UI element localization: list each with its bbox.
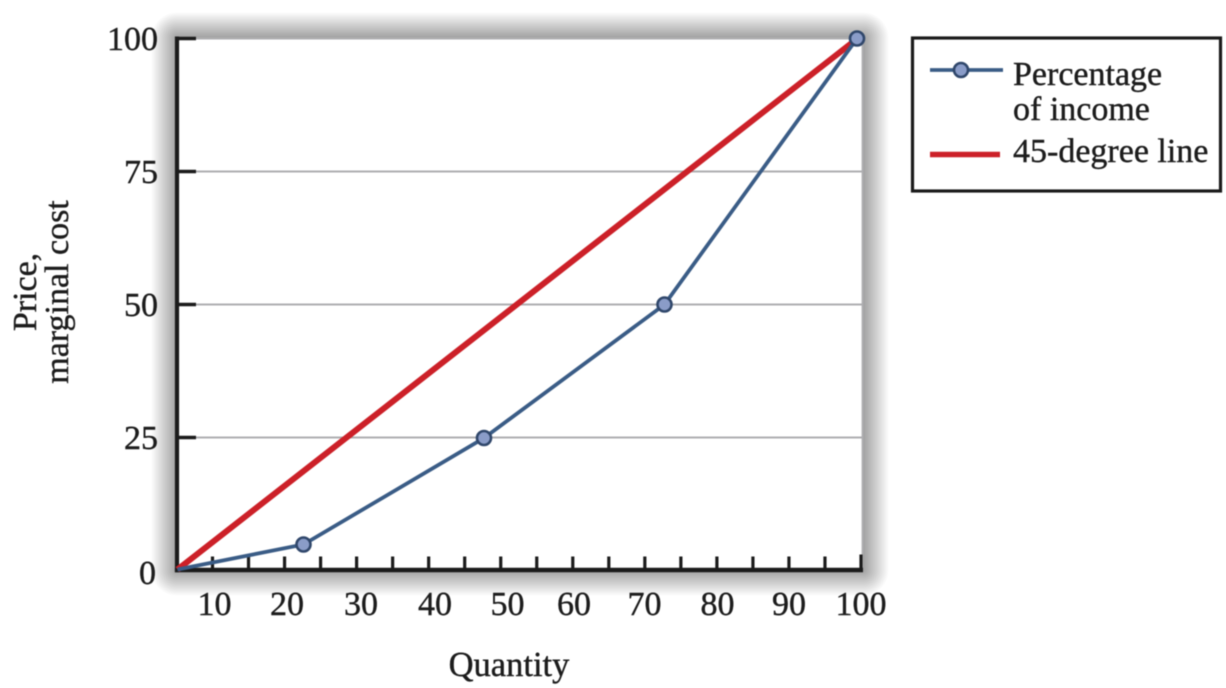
svg-text:50: 50: [491, 586, 525, 623]
svg-text:60: 60: [557, 586, 591, 623]
svg-text:20: 20: [270, 586, 304, 623]
svg-text:75: 75: [124, 154, 158, 191]
svg-text:30: 30: [344, 586, 378, 623]
svg-text:90: 90: [772, 586, 806, 623]
svg-text:70: 70: [628, 586, 662, 623]
svg-text:80: 80: [701, 586, 735, 623]
svg-text:50: 50: [124, 287, 158, 324]
svg-text:45-degree line: 45-degree line: [1013, 133, 1208, 170]
svg-text:0: 0: [139, 555, 156, 592]
svg-text:10: 10: [198, 586, 232, 623]
svg-text:25: 25: [124, 420, 158, 457]
svg-text:Percentage: Percentage: [1013, 56, 1162, 93]
svg-text:of income: of income: [1013, 91, 1150, 128]
svg-text:40: 40: [418, 586, 452, 623]
svg-text:100: 100: [836, 586, 887, 623]
svg-text:100: 100: [107, 21, 158, 58]
svg-text:Quantity: Quantity: [449, 646, 570, 684]
svg-text:Price,: Price,: [7, 253, 44, 331]
svg-text:marginal cost: marginal cost: [39, 200, 76, 384]
